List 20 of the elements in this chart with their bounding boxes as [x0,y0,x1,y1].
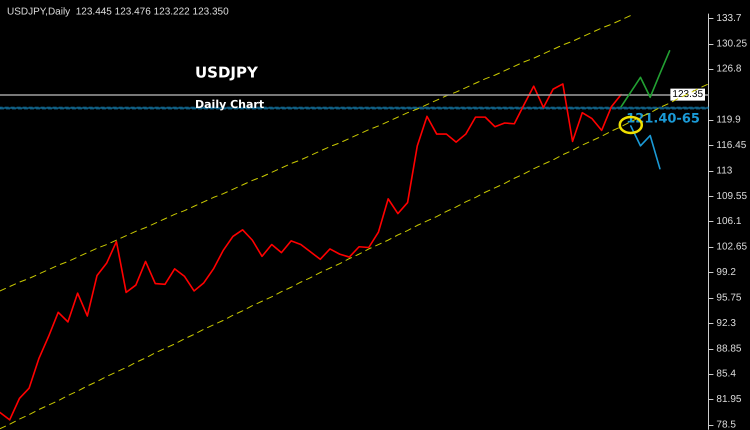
y-tick-label: 113 [716,165,733,176]
y-tick-label: 78.5 [716,420,736,430]
y-tick-label: 99.2 [716,267,736,278]
y-tick-label: 109.55 [716,190,748,202]
annotation: USDJPY,Daily 123.445 123.476 123.222 123.350 [7,6,230,18]
y-tick-label: 133.7 [716,12,742,24]
y-tick-label: 116.45 [716,140,747,151]
y-tick-label: 81.95 [716,394,742,406]
y-tick-label: 85.4 [716,368,736,380]
text: USDJPY [195,64,260,82]
text: Daily Chart [195,98,264,111]
y-tick-label: 92.3 [716,318,736,329]
y-tick-label: 106.1 [716,216,742,228]
y-tick-label: 130.25 [716,38,748,50]
y-tick-label: 126.8 [716,64,742,75]
y-tick-label: 102.65 [716,242,748,253]
y-tick-label: 88.85 [716,343,742,354]
y-tick-label: 95.75 [716,292,742,304]
line-series [620,50,670,108]
y-tick-label: 119.9 [716,114,742,126]
